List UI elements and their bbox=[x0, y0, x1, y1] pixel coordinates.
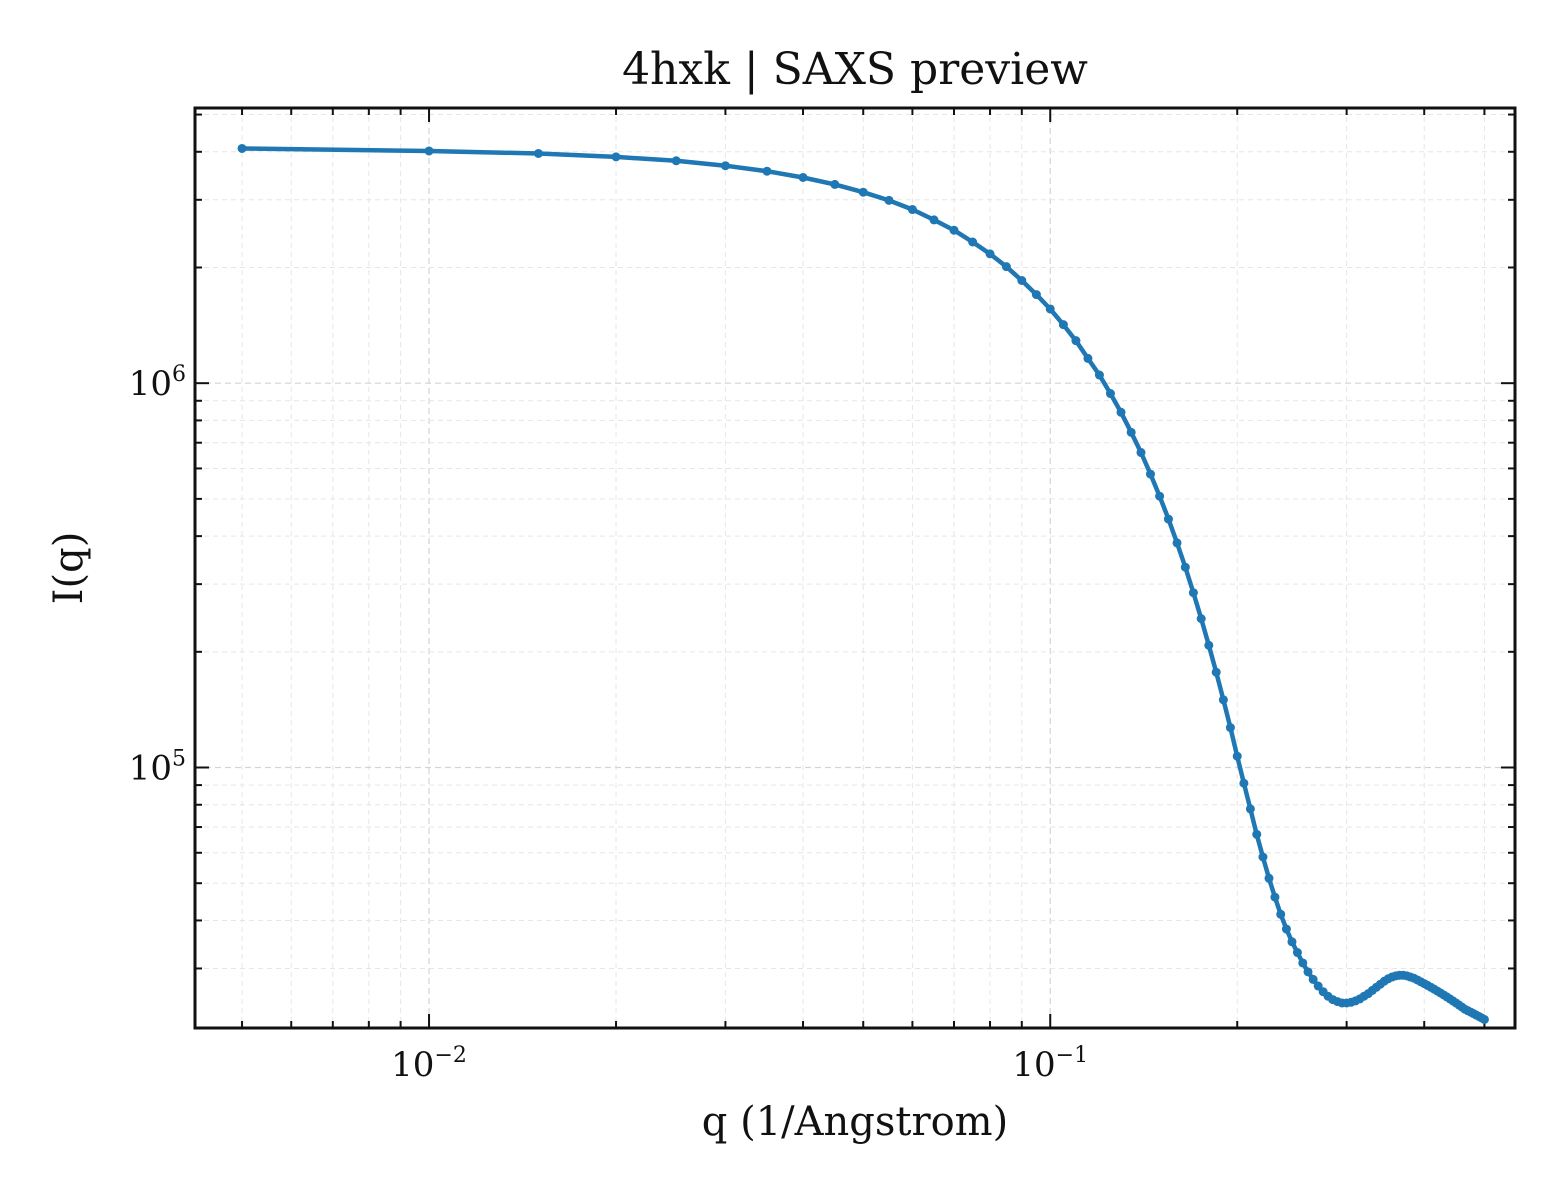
data-point bbox=[1083, 353, 1093, 363]
tick-labels: 10−2 10−1 105 106 bbox=[129, 362, 1088, 1085]
data-point bbox=[1017, 275, 1027, 285]
data-point bbox=[1264, 873, 1274, 883]
data-point bbox=[1245, 804, 1255, 814]
data-point bbox=[671, 156, 681, 166]
data-point bbox=[1225, 723, 1235, 733]
data-point bbox=[1298, 958, 1308, 968]
data-point bbox=[762, 166, 772, 176]
data-point bbox=[1479, 1014, 1489, 1024]
data-point bbox=[1258, 852, 1268, 862]
y-axis-label: I(q) bbox=[46, 532, 92, 605]
chart-title: 4hxk | SAXS preview bbox=[622, 44, 1088, 95]
series bbox=[237, 143, 1489, 1024]
data-point bbox=[884, 195, 894, 205]
data-point bbox=[533, 148, 543, 158]
data-point bbox=[424, 146, 434, 156]
data-point bbox=[1252, 829, 1262, 839]
data-point bbox=[1045, 304, 1055, 314]
data-point bbox=[1126, 427, 1136, 437]
data-point bbox=[929, 215, 939, 225]
data-point bbox=[1105, 389, 1115, 399]
x-axis-label: q (1/Angstrom) bbox=[702, 1099, 1008, 1145]
y-tick-label: 105 bbox=[129, 747, 186, 789]
data-point bbox=[237, 143, 247, 153]
data-point bbox=[1287, 937, 1297, 947]
data-point bbox=[1303, 967, 1313, 977]
data-point bbox=[1196, 614, 1206, 624]
data-point bbox=[1276, 909, 1286, 919]
data-point bbox=[1180, 562, 1190, 572]
data-point bbox=[1218, 695, 1228, 705]
data-point bbox=[1188, 588, 1198, 598]
data-point bbox=[858, 187, 868, 197]
y-tick-label: 106 bbox=[129, 362, 186, 404]
data-point bbox=[1136, 448, 1146, 458]
data-point bbox=[798, 172, 808, 182]
data-point bbox=[1145, 469, 1155, 479]
data-point bbox=[1239, 778, 1249, 788]
data-point bbox=[1232, 751, 1242, 761]
data-point bbox=[949, 225, 959, 235]
data-point bbox=[1211, 667, 1221, 677]
data-point bbox=[1116, 407, 1126, 417]
data-point bbox=[1001, 262, 1011, 272]
data-point bbox=[1292, 948, 1302, 958]
data-point bbox=[720, 161, 730, 171]
data-point bbox=[1031, 290, 1041, 300]
x-tick-label: 10−2 bbox=[391, 1043, 467, 1085]
plot-frame bbox=[193, 106, 1517, 1030]
data-point bbox=[1094, 370, 1104, 380]
data-point bbox=[830, 179, 840, 189]
data-point bbox=[985, 249, 995, 259]
data-point bbox=[1058, 320, 1068, 330]
data-point bbox=[1204, 640, 1214, 650]
grid bbox=[195, 108, 1515, 1028]
data-point bbox=[907, 205, 917, 215]
data-point bbox=[1071, 336, 1081, 346]
data-point bbox=[1155, 491, 1165, 501]
x-tick-label: 10−1 bbox=[1012, 1043, 1088, 1085]
data-point bbox=[1308, 974, 1318, 984]
data-point bbox=[611, 152, 621, 162]
data-point bbox=[1270, 892, 1280, 902]
data-point bbox=[1172, 538, 1182, 548]
data-point bbox=[1163, 514, 1173, 524]
data-point bbox=[968, 237, 978, 247]
data-point bbox=[1281, 924, 1291, 934]
